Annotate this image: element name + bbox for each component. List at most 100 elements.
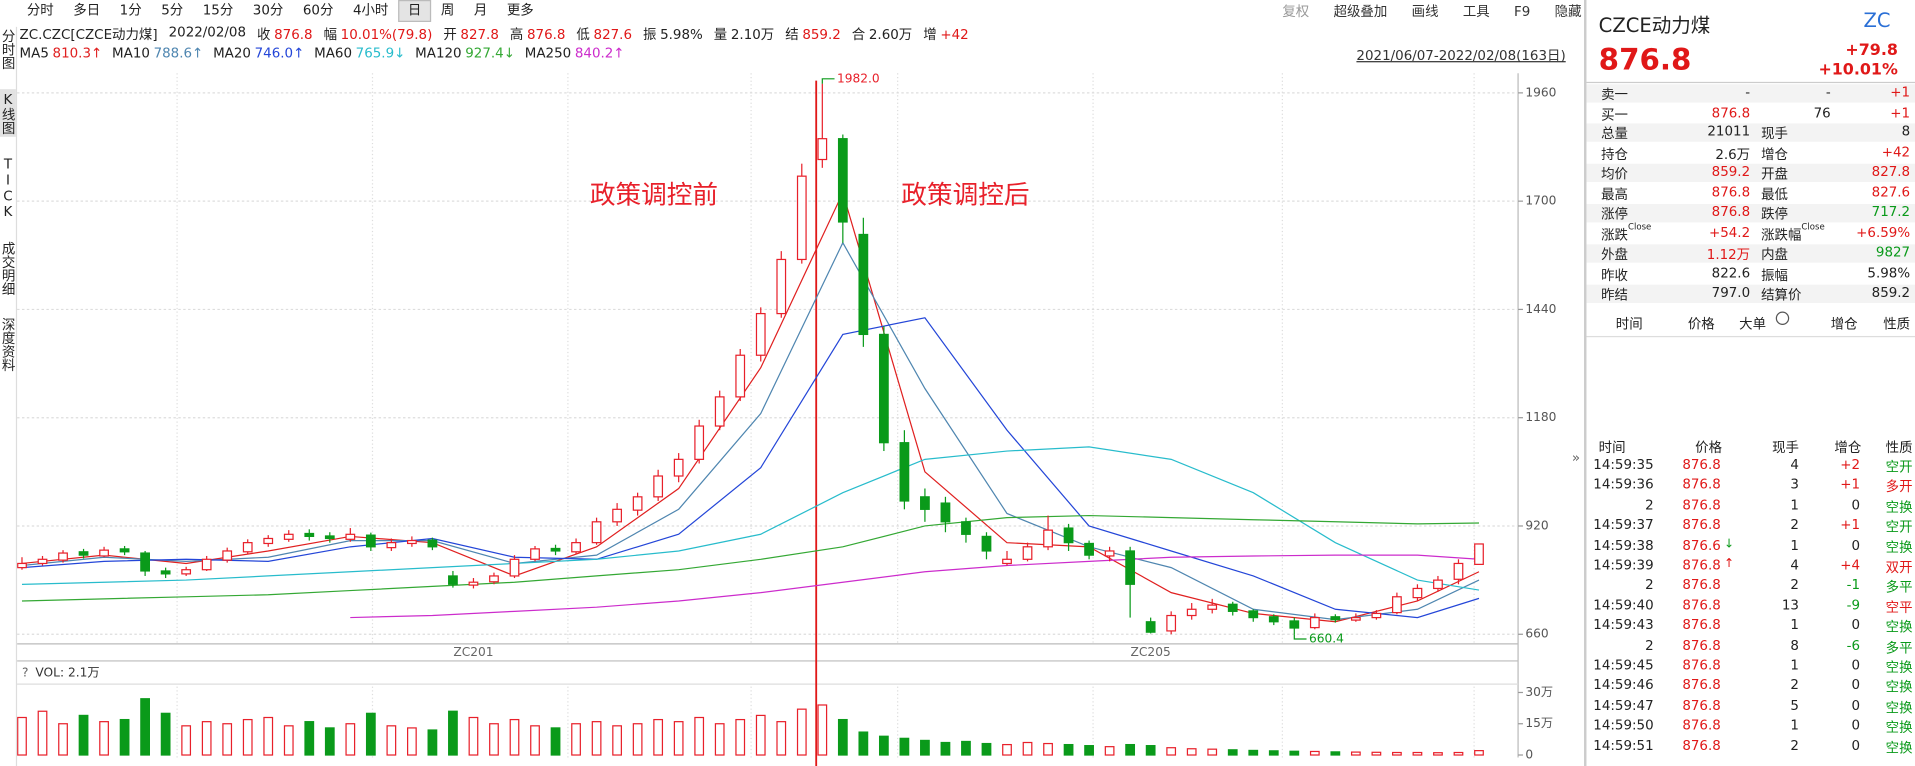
stat-value: 9827 [1875,244,1911,261]
side-tab[interactable]: 分时图 [0,29,16,70]
ma-value: 810.3↑ [52,45,103,62]
stat-label: 持仓 [1601,145,1628,162]
quote-value: 2.10万 [730,26,775,43]
tick-cell: 空换 [1885,659,1913,676]
candle-body [940,502,951,523]
period-button[interactable]: 多日 [73,2,101,19]
volume-bar [468,716,479,756]
period-button[interactable]: 更多 [506,2,534,19]
candle-body [427,539,438,548]
volume-bar [1453,751,1464,756]
candle-body [1145,621,1156,633]
tick-cell: 多平 [1885,579,1913,596]
expand-arrow[interactable]: » [1571,449,1581,466]
period-button[interactable]: 4小时 [352,2,389,19]
tick-cell: 14:59:38 [1593,537,1654,553]
volume-bar [283,725,294,756]
tool-button[interactable]: 隐藏 [1554,3,1582,20]
volume-bar [222,723,233,756]
date-range[interactable]: 2021/06/07-2022/02/08(163日) [1356,47,1566,64]
tick-cell: +2 [1840,456,1861,473]
volume-bar [509,718,520,756]
period-button[interactable]: 1分 [119,2,142,19]
tick-cell: 空开 [1885,519,1913,536]
candle-body [201,558,212,571]
tool-button[interactable]: 画线 [1411,3,1439,20]
settings-icon[interactable] [1775,311,1790,325]
volume-bar [1166,747,1177,756]
volume-bar [1227,749,1238,756]
tick-cell: 1 [1790,657,1799,674]
side-tab[interactable]: 深度资料 [0,317,16,372]
ma-legend-item: MA60 765.9↓ [314,45,405,61]
tick-cell: 空换 [1885,699,1913,716]
min-pointer [1293,634,1307,640]
candle-body [160,570,171,575]
period-button[interactable]: 5分 [161,2,184,19]
tick-cell: 14:59:45 [1593,657,1654,674]
side-tab[interactable]: TICK [0,156,16,220]
tick-cell: 876.8 [1682,496,1721,513]
volume-bar [981,742,992,756]
quote-label: 振 [642,26,657,43]
volume-bar [1289,750,1300,756]
period-button[interactable]: 60分 [302,2,334,19]
ma-legend-item: MA250 840.2↑ [525,45,625,61]
book-volume: - [1825,84,1831,101]
max-pointer [821,78,835,84]
period-button[interactable]: 日 [398,0,432,22]
volume-bar [591,721,602,756]
row-band [1586,104,1915,123]
volume-bar [78,714,89,756]
side-tab[interactable]: 成交明细 [0,241,16,296]
tool-button[interactable]: F9 [1514,3,1531,19]
tick-header: 时间 [1598,439,1626,456]
volume-bar [1371,751,1382,756]
tick-header: 性质 [1885,439,1913,456]
help-icon: ? [22,666,28,680]
row-band [1586,143,1915,162]
volume-bar [1002,743,1012,756]
tick-cell: 876.8 [1682,737,1721,754]
tick-cell: 2 [1790,677,1799,694]
candle-body [119,548,130,553]
price-change: +79.8 [1845,41,1898,60]
divider [1586,335,1915,338]
quote-item: 增 +42 [923,24,968,44]
tick-cell: +4 [1840,557,1861,573]
period-button[interactable]: 周 [440,2,455,19]
tick-cell: 14:59:43 [1593,617,1654,634]
stat-label: 内盘 [1761,246,1788,263]
stat-value: +42 [1881,143,1911,160]
stat-label-wrap: Close [1801,222,1824,239]
period-button[interactable]: 30分 [252,2,284,19]
volume-bar [37,710,48,756]
tick-cell: 0 [1851,717,1861,734]
volume-bar [837,718,848,756]
candle-body [37,558,48,565]
ma-legend-item: MA20 746.0↑ [213,45,304,61]
period-button[interactable]: 分时 [26,2,54,19]
tool-button[interactable]: 超级叠加 [1333,3,1388,20]
min-label: 660.4 [1309,631,1344,645]
quote-item: 收 876.8 [257,24,313,44]
period-button[interactable]: 月 [473,2,488,19]
candle-body [1371,612,1382,619]
tool-button[interactable]: 复权 [1282,3,1310,20]
period-button[interactable]: 15分 [202,2,234,19]
quote-value: 876.8 [526,26,566,43]
side-tab[interactable]: K线图 [0,89,16,137]
row-band [1586,284,1915,303]
tick-cell: 多开 [1885,479,1913,496]
volume-bar [1145,745,1156,756]
volume-bar [1268,750,1279,756]
tick-cell: -6 [1846,637,1861,654]
tick-header: 现手 [1772,439,1799,456]
tick-cell: 14:59:47 [1593,697,1654,714]
stat-label: 最低 [1761,186,1788,203]
tick-cell: 876.8 [1682,617,1721,634]
tick-header: 价格 [1695,439,1723,456]
tool-button[interactable]: 工具 [1462,3,1490,20]
tick-cell: 0 [1851,697,1861,714]
tick-cell: 876.6 [1682,537,1721,553]
